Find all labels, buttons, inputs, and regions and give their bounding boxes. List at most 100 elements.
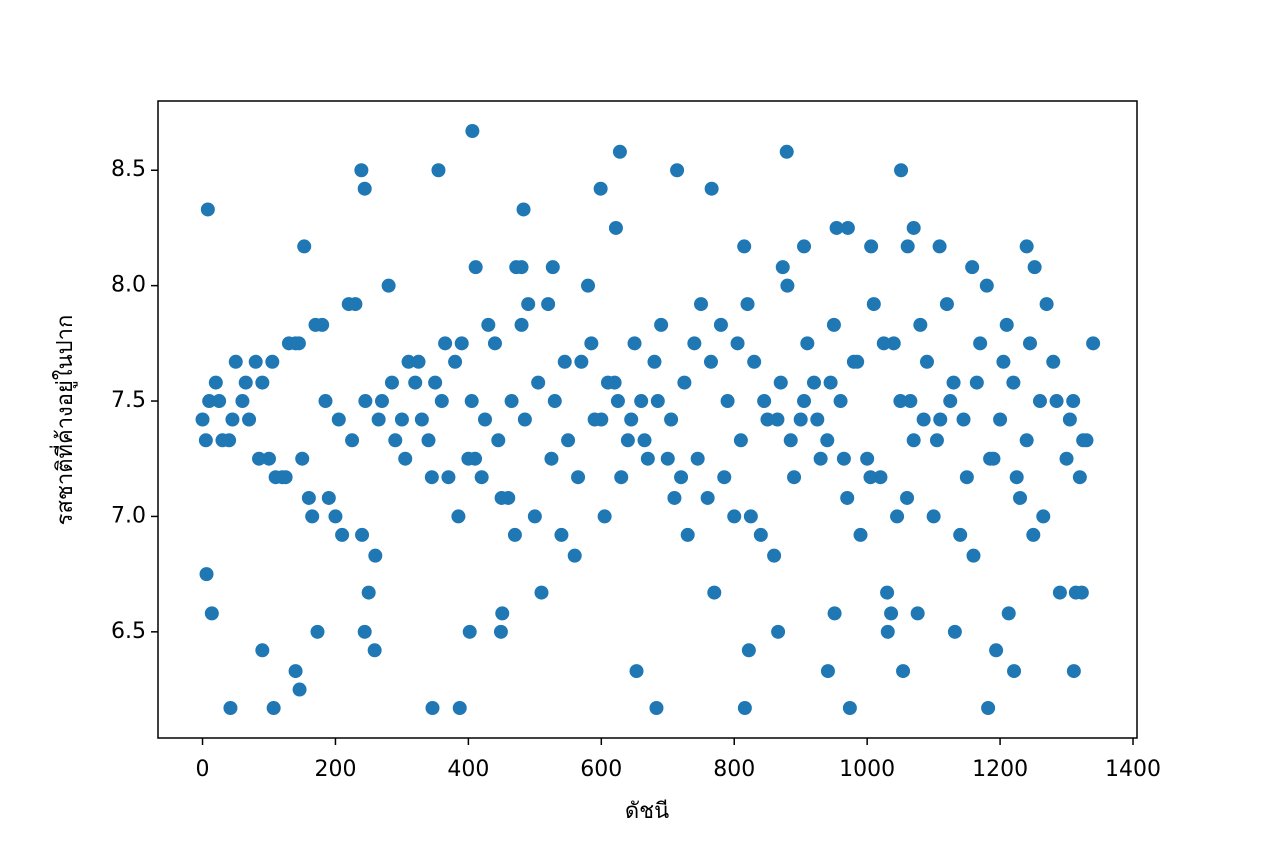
- point: [354, 163, 369, 178]
- x-tick-label: 400: [447, 757, 489, 782]
- point: [195, 412, 210, 427]
- point: [265, 354, 280, 369]
- point: [743, 509, 758, 524]
- point: [547, 394, 562, 409]
- x-tick-label: 800: [713, 757, 755, 782]
- point: [747, 354, 762, 369]
- point: [810, 412, 825, 427]
- point: [357, 181, 372, 196]
- point: [328, 509, 343, 524]
- point: [1062, 412, 1077, 427]
- point: [228, 354, 243, 369]
- point: [770, 412, 785, 427]
- point: [225, 412, 240, 427]
- point: [733, 433, 748, 448]
- point: [680, 527, 695, 542]
- point: [932, 239, 947, 254]
- point: [939, 297, 954, 312]
- point: [694, 297, 709, 312]
- point: [361, 585, 376, 600]
- point: [999, 317, 1014, 332]
- point: [813, 451, 828, 466]
- point: [238, 375, 253, 390]
- point: [401, 354, 416, 369]
- point: [667, 490, 682, 505]
- point: [946, 375, 961, 390]
- point: [448, 354, 463, 369]
- point: [305, 509, 320, 524]
- point: [864, 239, 879, 254]
- point: [741, 643, 756, 658]
- y-axis-label: รสชาติที่ค้างอยู่ในปาก: [49, 315, 78, 526]
- point: [903, 394, 918, 409]
- point: [773, 375, 788, 390]
- point: [820, 433, 835, 448]
- point: [996, 354, 1011, 369]
- point: [584, 336, 599, 351]
- point: [255, 375, 270, 390]
- x-tick-label: 200: [314, 757, 356, 782]
- point: [1049, 394, 1064, 409]
- point: [477, 412, 492, 427]
- point: [557, 354, 572, 369]
- point: [318, 394, 333, 409]
- point: [1066, 394, 1081, 409]
- point: [884, 606, 899, 621]
- point: [414, 412, 429, 427]
- y-tick-label: 8.0: [111, 273, 146, 298]
- point: [514, 260, 529, 275]
- point: [266, 700, 281, 715]
- point: [215, 433, 230, 448]
- point: [394, 412, 409, 427]
- point: [913, 317, 928, 332]
- x-tick-label: 600: [580, 757, 622, 782]
- point: [797, 394, 812, 409]
- point: [1019, 239, 1034, 254]
- point: [610, 394, 625, 409]
- point: [291, 336, 306, 351]
- point: [504, 394, 519, 409]
- point: [597, 509, 612, 524]
- y-tick-label: 8.5: [111, 157, 146, 182]
- point: [647, 354, 662, 369]
- point: [295, 451, 310, 466]
- point: [674, 470, 689, 485]
- point: [775, 260, 790, 275]
- point: [780, 278, 795, 293]
- point: [521, 297, 536, 312]
- point: [278, 470, 293, 485]
- point: [829, 220, 844, 235]
- point: [983, 451, 998, 466]
- point: [198, 433, 213, 448]
- point: [1013, 490, 1028, 505]
- point: [252, 451, 267, 466]
- point: [581, 278, 596, 293]
- point: [860, 451, 875, 466]
- point: [331, 412, 346, 427]
- point: [1066, 664, 1081, 679]
- x-tick-label: 1200: [972, 757, 1028, 782]
- point: [428, 375, 443, 390]
- point: [947, 624, 962, 639]
- point: [1046, 354, 1061, 369]
- point: [1032, 394, 1047, 409]
- point: [1022, 336, 1037, 351]
- point: [202, 394, 217, 409]
- point: [600, 375, 615, 390]
- point: [464, 394, 479, 409]
- point: [620, 433, 635, 448]
- point: [670, 163, 685, 178]
- point: [717, 470, 732, 485]
- x-axis-label: ดัชนี: [625, 799, 669, 824]
- point: [374, 394, 389, 409]
- point: [873, 470, 888, 485]
- point: [308, 317, 323, 332]
- point: [1039, 297, 1054, 312]
- x-tick-label: 0: [196, 757, 210, 782]
- point: [783, 433, 798, 448]
- point: [894, 163, 909, 178]
- point: [235, 394, 250, 409]
- point: [208, 375, 223, 390]
- point: [1036, 509, 1051, 524]
